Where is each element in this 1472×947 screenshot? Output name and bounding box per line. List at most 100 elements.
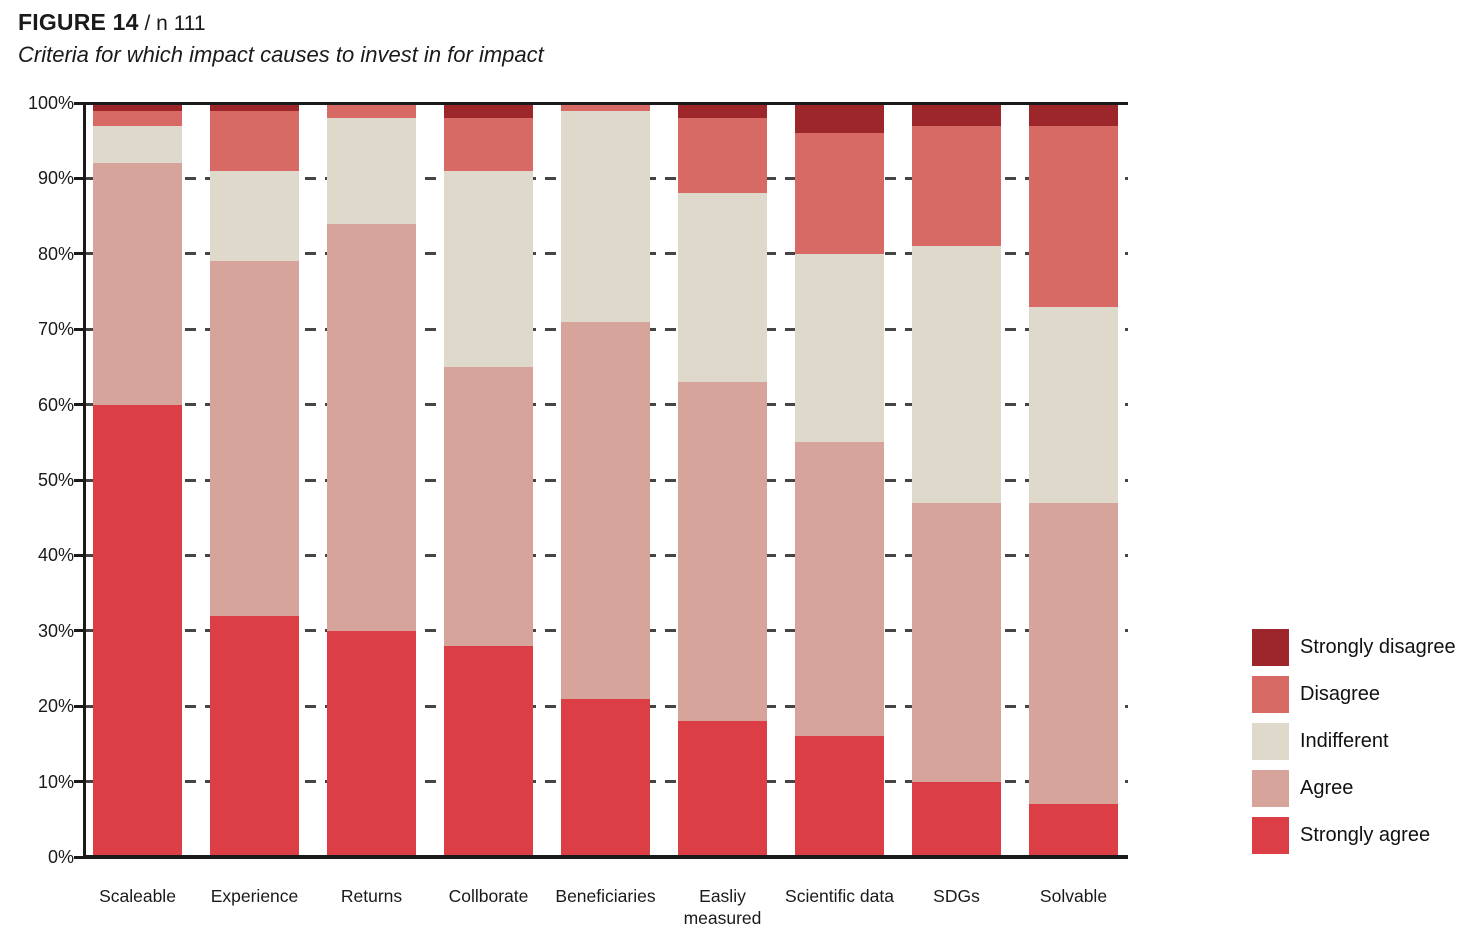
bar-experience — [210, 103, 299, 857]
y-axis-tick-10 — [74, 780, 83, 784]
segment-strongly-disagree-easliy-measured — [678, 103, 767, 119]
segment-indifferent-scientific-data — [795, 253, 884, 443]
y-axis-label-10: 10% — [37, 771, 74, 792]
x-axis-line — [85, 855, 1128, 859]
segment-indifferent-beneficiaries — [561, 110, 650, 322]
y-axis-line — [83, 102, 86, 859]
segment-agree-sdgs — [912, 502, 1001, 782]
y-axis-label-60: 60% — [37, 394, 74, 415]
legend-swatch-disagree — [1252, 676, 1289, 713]
figure-number: FIGURE 14 — [18, 9, 139, 35]
x-axis-label-easliy-measured: Easliy measured — [683, 886, 762, 928]
segment-disagree-easliy-measured — [678, 118, 767, 194]
y-axis-tick-70 — [74, 327, 83, 331]
legend-item-disagree: Disagree — [1252, 676, 1456, 713]
y-axis-tick-30 — [74, 629, 83, 633]
legend-label-agree: Agree — [1300, 777, 1354, 799]
legend-item-agree: Agree — [1252, 770, 1456, 807]
legend-label-indifferent: Indifferent — [1300, 730, 1389, 752]
bar-solvable — [1029, 103, 1118, 857]
legend-label-disagree: Disagree — [1300, 683, 1381, 705]
segment-disagree-scientific-data — [795, 133, 884, 254]
segment-strongly-agree-solvable — [1029, 804, 1118, 857]
plot-top-border — [85, 102, 1128, 105]
segment-strongly-disagree-solvable — [1029, 103, 1118, 126]
y-axis-label-90: 90% — [37, 168, 74, 189]
legend-swatch-agree — [1252, 770, 1289, 807]
y-axis-label-20: 20% — [37, 696, 74, 717]
segment-agree-solvable — [1029, 502, 1118, 805]
segment-strongly-agree-beneficiaries — [561, 698, 650, 857]
plot-area — [74, 101, 1128, 859]
segment-disagree-sdgs — [912, 125, 1001, 247]
x-axis-label-collborate: Collborate — [448, 886, 529, 906]
segment-indifferent-scaleable — [93, 125, 182, 164]
x-axis-label-sdgs: SDGs — [933, 886, 980, 906]
segment-indifferent-returns — [327, 118, 416, 224]
y-axis-tick-100 — [74, 101, 83, 105]
legend-label-strongly-disagree: Strongly disagree — [1300, 636, 1456, 658]
segment-indifferent-solvable — [1029, 306, 1118, 503]
y-axis-label-70: 70% — [37, 319, 74, 340]
segment-indifferent-collborate — [444, 170, 533, 367]
bar-sdgs — [912, 103, 1001, 857]
segment-agree-collborate — [444, 366, 533, 646]
y-axis-tick-60 — [74, 403, 83, 407]
x-axis-label-solvable: Solvable — [1039, 886, 1108, 906]
figure-header: FIGURE 14 / n 111 Criteria for which imp… — [18, 8, 544, 68]
segment-agree-beneficiaries — [561, 321, 650, 699]
segment-strongly-disagree-experience — [210, 103, 299, 111]
bar-returns — [327, 103, 416, 857]
figure-subtitle: Criteria for which impact causes to inve… — [18, 42, 544, 67]
segment-agree-scaleable — [93, 163, 182, 405]
legend-item-indifferent: Indifferent — [1252, 723, 1456, 760]
segment-disagree-collborate — [444, 118, 533, 171]
segment-indifferent-easliy-measured — [678, 193, 767, 382]
segment-strongly-disagree-scientific-data — [795, 103, 884, 134]
segment-indifferent-experience — [210, 170, 299, 262]
segment-disagree-returns — [327, 103, 416, 119]
segment-strongly-agree-collborate — [444, 645, 533, 857]
bar-easliy-measured — [678, 103, 767, 857]
segment-disagree-scaleable — [93, 110, 182, 126]
y-axis-tick-90 — [74, 176, 83, 180]
segment-indifferent-sdgs — [912, 246, 1001, 503]
y-axis-tick-0 — [74, 855, 83, 859]
y-axis-tick-80 — [74, 252, 83, 256]
y-axis-label-30: 30% — [37, 620, 74, 641]
legend-item-strongly-agree: Strongly agree — [1252, 817, 1456, 854]
bar-scientific-data — [795, 103, 884, 857]
y-axis-tick-50 — [74, 478, 83, 482]
segment-strongly-disagree-scaleable — [93, 103, 182, 111]
segment-strongly-agree-returns — [327, 630, 416, 857]
y-axis-label-80: 80% — [37, 243, 74, 264]
segment-agree-experience — [210, 261, 299, 616]
bar-collborate — [444, 103, 533, 857]
segment-strongly-agree-scaleable — [93, 404, 182, 857]
segment-disagree-solvable — [1029, 125, 1118, 307]
legend-swatch-strongly-disagree — [1252, 629, 1289, 666]
legend-item-strongly-disagree: Strongly disagree — [1252, 629, 1456, 666]
x-axis-label-returns: Returns — [340, 886, 403, 906]
y-axis-label-100: 100% — [27, 93, 74, 113]
segment-strongly-agree-sdgs — [912, 781, 1001, 857]
y-axis-label-50: 50% — [37, 470, 74, 490]
segment-strongly-disagree-collborate — [444, 103, 533, 119]
bar-scaleable — [93, 103, 182, 857]
figure-title-line: FIGURE 14 / n 111 — [18, 8, 544, 38]
y-axis-label-40: 40% — [37, 545, 74, 566]
y-axis-tick-20 — [74, 704, 83, 708]
segment-disagree-beneficiaries — [561, 103, 650, 111]
legend-swatch-indifferent — [1252, 723, 1289, 760]
segment-strongly-disagree-sdgs — [912, 103, 1001, 126]
x-axis-label-beneficiaries: Beneficiaries — [555, 886, 656, 906]
bar-beneficiaries — [561, 103, 650, 857]
legend-label-strongly-agree: Strongly agree — [1300, 824, 1431, 846]
legend-swatch-strongly-agree — [1252, 817, 1289, 854]
segment-agree-returns — [327, 223, 416, 631]
x-axis-label-experience: Experience — [210, 886, 299, 906]
segment-agree-scientific-data — [795, 442, 884, 737]
y-axis-label-0: 0% — [47, 847, 74, 867]
segment-strongly-agree-experience — [210, 615, 299, 857]
